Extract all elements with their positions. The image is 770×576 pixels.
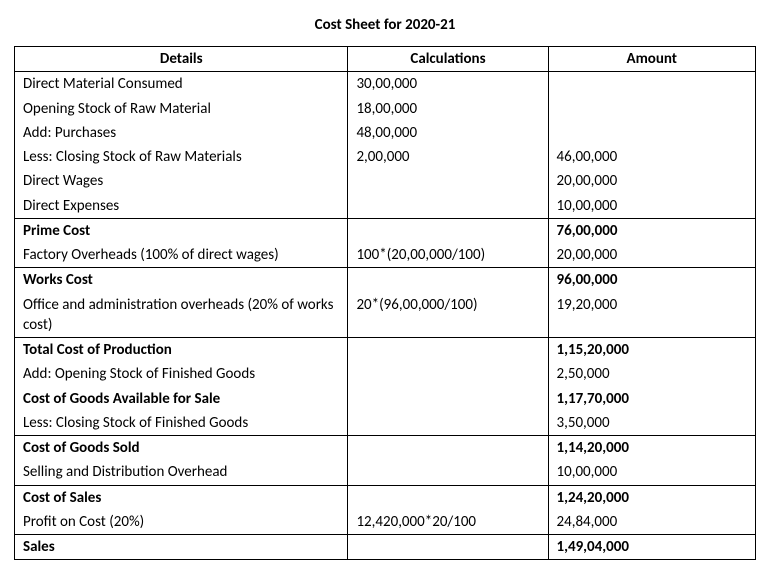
cell-calculations [348, 411, 548, 436]
cell-details: Factory Overheads (100% of direct wages) [15, 243, 348, 268]
cell-amount: 1,17,70,000 [548, 387, 756, 411]
cell-amount: 1,49,04,000 [548, 535, 756, 560]
table-row: Sales 1,49,04,000 [15, 535, 756, 560]
cell-calculations [348, 485, 548, 510]
table-row: Factory Overheads (100% of direct wages)… [15, 243, 756, 268]
cell-calculations [348, 268, 548, 293]
col-header-calculations: Calculations [348, 47, 548, 72]
cell-amount: 76,00,000 [548, 218, 756, 243]
table-row: Selling and Distribution Overhead 10,00,0… [15, 460, 756, 485]
table-row: Direct Material Consumed30,00,000 [15, 72, 756, 97]
table-row: Less: Closing Stock of Finished Goods 3,5… [15, 411, 756, 436]
table-body: Direct Material Consumed30,00,000Opening… [15, 72, 756, 560]
cell-details: Less: Closing Stock of Finished Goods [15, 411, 348, 436]
table-row: Add: Purchases48,00,000 [15, 121, 756, 145]
cell-details: Cost of Goods Sold [15, 436, 348, 461]
cell-calculations [348, 218, 548, 243]
cell-calculations: 18,00,000 [348, 97, 548, 121]
cell-calculations: 2,00,000 [348, 145, 548, 169]
table-row: Cost of Goods Available for Sale 1,17,70,… [15, 387, 756, 411]
cell-details: Prime Cost [15, 218, 348, 243]
cell-details: Direct Expenses [15, 194, 348, 219]
table-row: Opening Stock of Raw Material18,00,000 [15, 97, 756, 121]
cell-calculations: 20*(96,00,000/100) [348, 293, 548, 338]
cell-amount: 20,00,000 [548, 243, 756, 268]
cell-calculations [348, 362, 548, 386]
table-row: Office and administration overheads (20%… [15, 293, 756, 338]
cell-details: Total Cost of Production [15, 338, 348, 363]
table-row: Add: Opening Stock of Finished Goods 2,50… [15, 362, 756, 386]
cell-amount: 1,15,20,000 [548, 338, 756, 363]
cell-amount: 1,14,20,000 [548, 436, 756, 461]
cell-amount: 20,00,000 [548, 169, 756, 193]
cell-calculations: 48,00,000 [348, 121, 548, 145]
page-title: Cost Sheet for 2020-21 [14, 16, 756, 34]
cell-calculations [348, 194, 548, 219]
cell-details: Opening Stock of Raw Material [15, 97, 348, 121]
cell-amount: 2,50,000 [548, 362, 756, 386]
table-row: Cost of Sales 1,24,20,000 [15, 485, 756, 510]
cell-amount [548, 97, 756, 121]
cell-calculations [348, 387, 548, 411]
table-row: Less: Closing Stock of Raw Materials2,00… [15, 145, 756, 169]
cell-calculations: 30,00,000 [348, 72, 548, 97]
cell-amount: 96,00,000 [548, 268, 756, 293]
cell-calculations [348, 338, 548, 363]
cell-amount: 10,00,000 [548, 194, 756, 219]
cell-details: Cost of Goods Available for Sale [15, 387, 348, 411]
cell-calculations [348, 169, 548, 193]
cell-details: Add: Opening Stock of Finished Goods [15, 362, 348, 386]
table-row: Total Cost of Production 1,15,20,000 [15, 338, 756, 363]
cell-details: Add: Purchases [15, 121, 348, 145]
table-row: Profit on Cost (20%)12,420,000*20/10024,… [15, 510, 756, 535]
col-header-details: Details [15, 47, 348, 72]
table-header-row: Details Calculations Amount [15, 47, 756, 72]
cell-calculations [348, 460, 548, 485]
cell-details: Works Cost [15, 268, 348, 293]
cell-amount: 10,00,000 [548, 460, 756, 485]
cell-calculations [348, 535, 548, 560]
cell-details: Profit on Cost (20%) [15, 510, 348, 535]
cell-calculations: 100*(20,00,000/100) [348, 243, 548, 268]
table-row: Works Cost 96,00,000 [15, 268, 756, 293]
cell-details: Direct Wages [15, 169, 348, 193]
cell-details: Sales [15, 535, 348, 560]
cell-details: Less: Closing Stock of Raw Materials [15, 145, 348, 169]
table-row: Prime Cost 76,00,000 [15, 218, 756, 243]
cell-details: Selling and Distribution Overhead [15, 460, 348, 485]
cell-amount: 3,50,000 [548, 411, 756, 436]
table-row: Direct Expenses 10,00,000 [15, 194, 756, 219]
cell-details: Cost of Sales [15, 485, 348, 510]
cell-amount: 19,20,000 [548, 293, 756, 338]
cell-calculations: 12,420,000*20/100 [348, 510, 548, 535]
col-header-amount: Amount [548, 47, 756, 72]
cell-amount [548, 121, 756, 145]
cell-details: Direct Material Consumed [15, 72, 348, 97]
cell-amount [548, 72, 756, 97]
cell-calculations [348, 436, 548, 461]
table-row: Cost of Goods Sold 1,14,20,000 [15, 436, 756, 461]
table-row: Direct Wages 20,00,000 [15, 169, 756, 193]
cell-amount: 1,24,20,000 [548, 485, 756, 510]
cell-amount: 24,84,000 [548, 510, 756, 535]
cell-amount: 46,00,000 [548, 145, 756, 169]
cell-details: Office and administration overheads (20%… [15, 293, 348, 338]
cost-sheet-table: Details Calculations Amount Direct Mater… [14, 46, 756, 560]
